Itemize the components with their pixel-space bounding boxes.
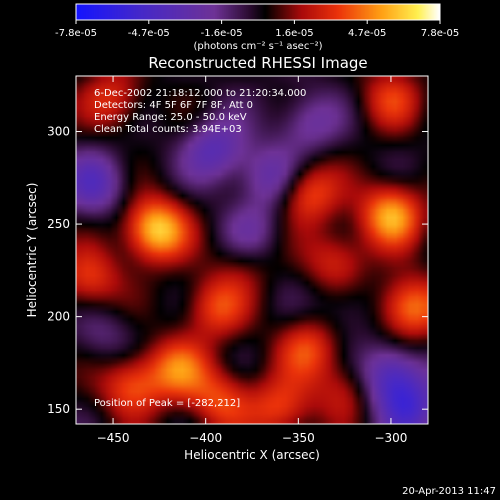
y-tick-label: 200 <box>47 310 70 324</box>
chart-title: Reconstructed RHESSI Image <box>148 54 367 72</box>
colorbar-gradient <box>76 4 440 20</box>
colorbar-tick-label: 1.6e-05 <box>275 28 313 39</box>
x-tick-label: −300 <box>374 431 407 445</box>
footer-date: 20-Apr-2013 11:47 <box>402 486 496 497</box>
colorbar-tick-label: 7.8e-05 <box>421 28 459 39</box>
x-tick-label: −350 <box>282 431 315 445</box>
heatmap-image <box>76 76 428 424</box>
colorbar-unit-label: (photons cm⁻² s⁻¹ asec⁻²) <box>193 41 322 52</box>
annotation-time-range: 6-Dec-2002 21:18:12.000 to 21:20:34.000 <box>94 88 306 99</box>
x-axis-label: Heliocentric X (arcsec) <box>184 448 320 462</box>
peak-position-label: Position of Peak = [-282,212] <box>94 398 240 409</box>
colorbar-frame <box>75 3 441 21</box>
plot-area: −450 −400 −350 −300 150 200 250 300 <box>47 75 429 445</box>
y-axis: 150 200 250 300 <box>47 125 428 416</box>
y-tick-label: 300 <box>47 125 70 139</box>
colorbar-tick-label: -4.7e-05 <box>128 28 170 39</box>
x-tick-label: −400 <box>189 431 222 445</box>
y-tick-label: 250 <box>47 217 70 231</box>
colorbar: -7.8e-05 -4.7e-05 -1.6e-05 1.6e-05 4.7e-05 7.… <box>55 3 459 52</box>
x-axis: −450 −400 −350 −300 <box>97 76 407 445</box>
colorbar-tick-label: -1.6e-05 <box>201 28 243 39</box>
annotation-block: 6-Dec-2002 21:18:12.000 to 21:20:34.000 … <box>94 88 306 135</box>
annotation-detectors: Detectors: 4F 5F 6F 7F 8F, Att 0 <box>94 100 253 111</box>
annotation-clean-counts: Clean Total counts: 3.94E+03 <box>94 124 242 135</box>
plot-frame <box>75 75 429 425</box>
x-tick-label: −450 <box>97 431 130 445</box>
colorbar-ticks: -7.8e-05 -4.7e-05 -1.6e-05 1.6e-05 4.7e-05 7.… <box>55 20 459 39</box>
colorbar-tick-label: -7.8e-05 <box>55 28 97 39</box>
colorbar-tick-label: 4.7e-05 <box>348 28 386 39</box>
y-axis-label: Heliocentric Y (arcsec) <box>25 183 39 318</box>
annotation-energy-range: Energy Range: 25.0 - 50.0 keV <box>94 112 247 123</box>
y-tick-label: 150 <box>47 402 70 416</box>
